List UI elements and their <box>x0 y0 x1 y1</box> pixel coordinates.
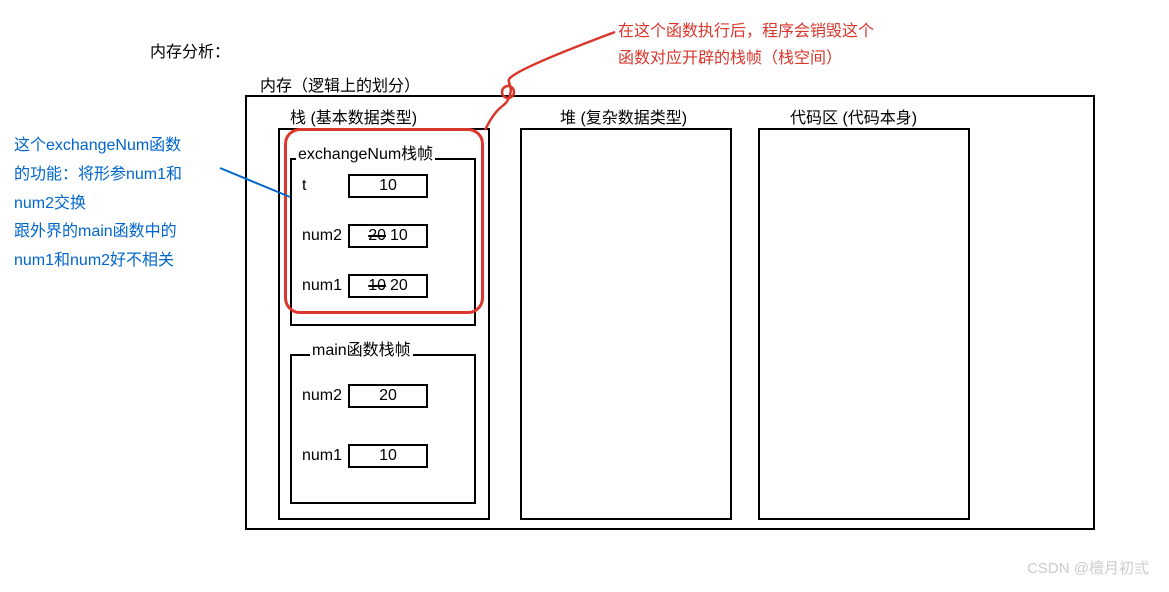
var-label: num1 <box>302 447 342 465</box>
heap-label: 堆 (复杂数据类型) <box>560 104 687 128</box>
main-frame-title: main函数栈帧 <box>310 336 413 360</box>
main-frame-box <box>290 354 476 504</box>
blue-line: num1和num2好不相关 <box>14 247 239 276</box>
red-highlight-box <box>284 128 484 314</box>
blue-line: num2交换 <box>14 190 239 219</box>
blue-line: 跟外界的main函数中的 <box>14 218 239 247</box>
var-row-num1-main: num1 10 <box>302 444 428 468</box>
var-value: 20 <box>348 384 428 408</box>
watermark: CSDN @檀月初弎 <box>1027 557 1149 578</box>
var-value: 10 <box>348 444 428 468</box>
code-box <box>758 128 970 520</box>
red-line: 在这个函数执行后，程序会销毁这个 <box>618 18 958 45</box>
red-line: 函数对应开辟的栈帧（栈空间） <box>618 45 958 72</box>
blue-line: 的功能：将形参num1和 <box>14 161 239 190</box>
var-label: num2 <box>302 387 342 405</box>
heap-box <box>520 128 732 520</box>
var-row-num2-main: num2 20 <box>302 384 428 408</box>
memory-label: 内存（逻辑上的划分） <box>260 72 420 96</box>
code-label: 代码区 (代码本身) <box>790 104 917 128</box>
blue-line: 这个exchangeNum函数 <box>14 132 239 161</box>
blue-annotation: 这个exchangeNum函数 的功能：将形参num1和 num2交换 跟外界的… <box>14 132 239 276</box>
title-label: 内存分析： <box>150 38 230 62</box>
red-annotation: 在这个函数执行后，程序会销毁这个 函数对应开辟的栈帧（栈空间） <box>618 18 958 72</box>
stack-label: 栈 (基本数据类型) <box>290 104 417 128</box>
